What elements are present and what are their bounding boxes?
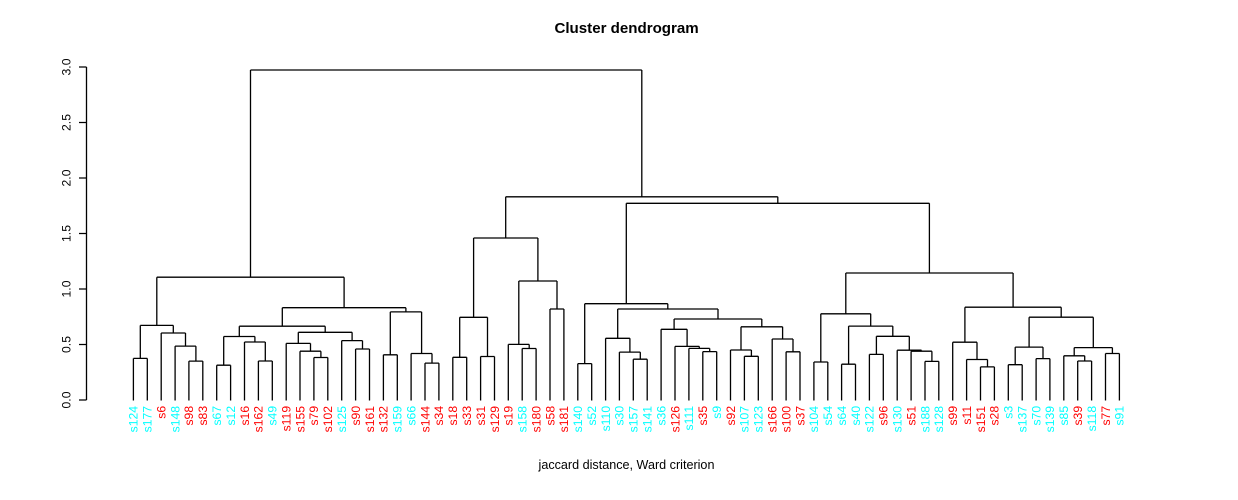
svg-text:s9: s9	[710, 406, 724, 419]
svg-text:s111: s111	[682, 406, 696, 431]
svg-text:0.0: 0.0	[60, 391, 74, 408]
svg-text:s34: s34	[432, 406, 446, 426]
svg-text:s166: s166	[766, 406, 780, 433]
svg-text:s144: s144	[418, 406, 432, 433]
svg-text:s16: s16	[238, 406, 252, 426]
svg-text:s102: s102	[321, 406, 335, 433]
svg-text:s39: s39	[1071, 406, 1085, 426]
svg-text:s33: s33	[460, 406, 474, 426]
svg-text:2.0: 2.0	[60, 169, 74, 186]
svg-text:s126: s126	[668, 406, 682, 433]
svg-text:s77: s77	[1099, 406, 1113, 426]
svg-text:s3: s3	[1002, 406, 1016, 419]
svg-text:s6: s6	[155, 406, 169, 419]
svg-text:s107: s107	[738, 406, 752, 433]
svg-text:s31: s31	[474, 406, 488, 426]
svg-text:s180: s180	[529, 406, 543, 433]
svg-text:s79: s79	[307, 406, 321, 426]
svg-text:s110: s110	[599, 406, 613, 432]
svg-text:s157: s157	[627, 406, 641, 433]
svg-text:3.0: 3.0	[60, 58, 74, 75]
svg-text:s158: s158	[516, 406, 530, 433]
svg-text:s125: s125	[335, 406, 349, 433]
svg-text:0.5: 0.5	[60, 336, 74, 353]
svg-text:Cluster dendrogram: Cluster dendrogram	[554, 20, 698, 37]
svg-text:s140: s140	[571, 406, 585, 433]
svg-text:s188: s188	[918, 406, 932, 433]
svg-text:1.0: 1.0	[60, 280, 74, 297]
svg-text:s181: s181	[557, 406, 571, 433]
svg-text:s18: s18	[446, 406, 460, 426]
svg-text:s85: s85	[1057, 406, 1071, 426]
svg-text:s118: s118	[1085, 406, 1099, 432]
svg-text:s151: s151	[974, 406, 988, 433]
svg-text:s19: s19	[502, 406, 516, 426]
svg-text:s99: s99	[946, 406, 960, 426]
svg-text:s159: s159	[391, 406, 405, 433]
svg-text:s129: s129	[488, 406, 502, 433]
svg-text:jaccard distance, Ward criteri: jaccard distance, Ward criterion	[538, 458, 715, 472]
svg-text:s67: s67	[210, 406, 224, 426]
svg-text:s58: s58	[543, 406, 557, 426]
svg-text:s130: s130	[891, 406, 905, 433]
svg-text:s11: s11	[960, 406, 974, 425]
svg-text:s122: s122	[863, 406, 877, 433]
svg-text:s64: s64	[835, 406, 849, 426]
svg-text:s104: s104	[807, 406, 821, 433]
svg-text:s96: s96	[877, 406, 891, 426]
svg-text:s49: s49	[266, 406, 280, 426]
svg-text:s12: s12	[224, 406, 238, 426]
svg-text:s28: s28	[988, 406, 1002, 426]
svg-text:s37: s37	[793, 406, 807, 426]
svg-text:s98: s98	[182, 406, 196, 426]
svg-text:s90: s90	[349, 406, 363, 426]
svg-text:s148: s148	[168, 406, 182, 433]
svg-text:s92: s92	[724, 406, 738, 426]
svg-text:1.5: 1.5	[60, 225, 74, 242]
svg-text:s137: s137	[1016, 406, 1030, 433]
svg-text:2.5: 2.5	[60, 114, 74, 131]
svg-text:s162: s162	[252, 406, 266, 433]
svg-text:s141: s141	[641, 406, 655, 433]
svg-text:s124: s124	[127, 406, 141, 433]
svg-text:s51: s51	[904, 406, 918, 426]
svg-text:s155: s155	[293, 406, 307, 433]
svg-text:s83: s83	[196, 406, 210, 426]
svg-text:s91: s91	[1113, 406, 1127, 426]
svg-text:s123: s123	[752, 406, 766, 433]
svg-text:s30: s30	[613, 406, 627, 426]
svg-text:s119: s119	[280, 406, 294, 432]
svg-text:s40: s40	[849, 406, 863, 426]
svg-text:s66: s66	[404, 406, 418, 426]
svg-text:s139: s139	[1043, 406, 1057, 433]
svg-text:s35: s35	[696, 406, 710, 426]
svg-text:s52: s52	[585, 406, 599, 426]
svg-text:s177: s177	[141, 406, 155, 433]
svg-text:s70: s70	[1029, 406, 1043, 426]
svg-text:s36: s36	[654, 406, 668, 426]
svg-text:s128: s128	[932, 406, 946, 433]
svg-text:s100: s100	[779, 406, 793, 433]
svg-text:s161: s161	[363, 406, 377, 433]
svg-text:s132: s132	[377, 406, 391, 433]
svg-text:s54: s54	[821, 406, 835, 426]
